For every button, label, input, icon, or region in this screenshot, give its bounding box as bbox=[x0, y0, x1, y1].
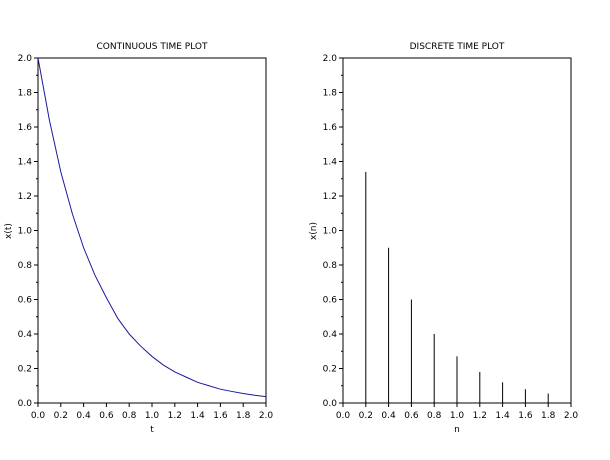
y-tick-label: 1.4 bbox=[323, 158, 338, 168]
x-axis: 0.0 0.2 0.4 0.6 0.8 1.0 1.2 1.4 1.6 1.8 2.0 bbox=[336, 403, 579, 421]
x-axis: 0.0 0.2 0.4 0.6 0.8 1.0 1.2 1.4 1.6 1.8 2.0 bbox=[31, 403, 274, 421]
x-tick-label: 0.0 bbox=[31, 411, 46, 421]
x-tick-label: 0.2 bbox=[54, 411, 68, 421]
y-tick-label: 1.4 bbox=[18, 158, 33, 168]
y-tick-label: 2.0 bbox=[18, 54, 33, 64]
y-tick-label: 1.8 bbox=[323, 89, 338, 99]
y-tick-label: 0.4 bbox=[323, 330, 338, 340]
y-tick-label: 0.0 bbox=[18, 399, 33, 409]
plot-area bbox=[342, 57, 572, 404]
x-tick-label: 1.0 bbox=[450, 411, 465, 421]
y-axis: 0.0 0.2 0.4 0.6 0.8 1.0 1.2 1.4 1.6 1.8 2.0 bbox=[18, 54, 38, 409]
x-tick-label: 0.8 bbox=[122, 411, 137, 421]
chart-title: DISCRETE TIME PLOT bbox=[410, 42, 505, 52]
x-tick-label: 0.4 bbox=[76, 411, 91, 421]
y-tick-label: 1.2 bbox=[18, 192, 32, 202]
y-tick-label: 1.2 bbox=[323, 192, 337, 202]
y-tick-label: 0.8 bbox=[323, 261, 338, 271]
x-axis-label: n bbox=[454, 425, 460, 435]
series-group bbox=[365, 171, 572, 403]
x-tick-label: 0.4 bbox=[381, 411, 396, 421]
continuous-time-plot: CONTINUOUS TIME PLOT 0.0 0.2 0.4 0.6 0.8 1.0 1… bbox=[4, 42, 273, 435]
y-axis-label: x(n) bbox=[309, 222, 319, 240]
y-tick-label: 2.0 bbox=[323, 54, 338, 64]
plot-area bbox=[37, 57, 267, 404]
y-tick-label: 1.0 bbox=[18, 227, 33, 237]
x-tick-label: 1.4 bbox=[190, 411, 205, 421]
x-tick-label: 1.4 bbox=[495, 411, 510, 421]
y-tick-label: 1.6 bbox=[18, 123, 33, 133]
x-tick-label: 0.0 bbox=[336, 411, 351, 421]
x-tick-label: 1.6 bbox=[518, 411, 533, 421]
y-tick-label: 1.8 bbox=[18, 89, 33, 99]
x-tick-label: 1.8 bbox=[541, 411, 556, 421]
y-tick-label: 0.8 bbox=[18, 261, 33, 271]
x-tick-label: 1.8 bbox=[236, 411, 251, 421]
y-tick-label: 0.4 bbox=[18, 330, 33, 340]
y-tick-label: 1.0 bbox=[323, 227, 338, 237]
x-tick-label: 1.0 bbox=[145, 411, 160, 421]
x-tick-label: 0.6 bbox=[99, 411, 114, 421]
y-axis: 0.0 0.2 0.4 0.6 0.8 1.0 1.2 1.4 1.6 1.8 2.0 bbox=[323, 54, 343, 409]
y-tick-label: 0.2 bbox=[323, 365, 337, 375]
y-tick-label: 0.6 bbox=[323, 296, 338, 306]
y-axis-label: x(t) bbox=[4, 223, 14, 239]
y-tick-label: 0.0 bbox=[323, 399, 338, 409]
x-tick-label: 2.0 bbox=[564, 411, 579, 421]
x-axis-label: t bbox=[150, 425, 154, 435]
x-tick-label: 1.2 bbox=[168, 411, 182, 421]
x-tick-label: 2.0 bbox=[259, 411, 274, 421]
x-tick-label: 1.6 bbox=[213, 411, 228, 421]
x-tick-label: 0.8 bbox=[427, 411, 442, 421]
y-tick-label: 1.6 bbox=[323, 123, 338, 133]
x-tick-label: 0.6 bbox=[404, 411, 419, 421]
y-tick-label: 0.2 bbox=[18, 365, 32, 375]
series-group bbox=[37, 57, 267, 398]
discrete-time-plot: DISCRETE TIME PLOT 0.0 0.2 0.4 0.6 0.8 1.0 1.2… bbox=[309, 42, 578, 435]
chart-title: CONTINUOUS TIME PLOT bbox=[97, 42, 208, 52]
series-line bbox=[37, 57, 267, 398]
y-tick-label: 0.6 bbox=[18, 296, 33, 306]
x-tick-label: 1.2 bbox=[473, 411, 487, 421]
x-tick-label: 0.2 bbox=[359, 411, 373, 421]
